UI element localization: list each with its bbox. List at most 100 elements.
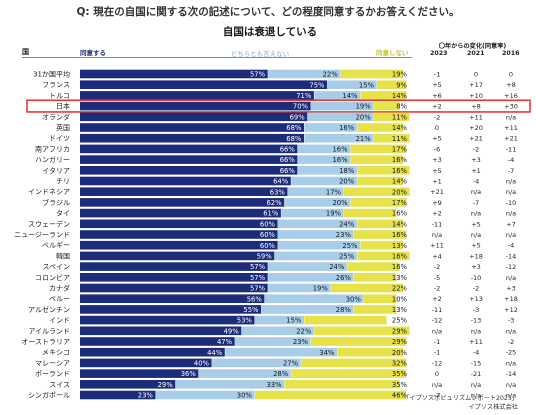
- change-value-2021: +3: [471, 263, 481, 271]
- data-label-disagree: 14%: [392, 92, 408, 100]
- bar-segment-disagree: [330, 283, 403, 293]
- bar-segment-agree: [80, 112, 308, 122]
- data-label-neutral: 27%: [283, 360, 299, 368]
- bar-segment-neutral: [268, 273, 354, 282]
- change-header: 〇年からの変化(同意率): [438, 43, 507, 50]
- bar-segment-disagree: [360, 240, 403, 250]
- data-label-disagree: 19%: [392, 71, 408, 79]
- bar-segment-disagree: [311, 337, 407, 346]
- change-value-2021: -10: [471, 274, 482, 282]
- change-value-2021: n/a: [471, 231, 481, 239]
- country-label: コロンビア: [35, 273, 70, 282]
- change-value-2016: -2: [508, 338, 514, 346]
- data-label-neutral: 15%: [359, 81, 375, 89]
- bar-segment-agree: [80, 240, 278, 250]
- bar-segment-neutral: [297, 166, 357, 175]
- bar-segment-neutral: [212, 358, 301, 368]
- country-label: シンガポール: [28, 391, 70, 400]
- data-label-neutral: 33%: [266, 381, 282, 389]
- country-label: ハンガリー: [35, 155, 70, 164]
- data-label-neutral: 34%: [319, 349, 335, 357]
- country-label: アイルランド: [28, 327, 70, 335]
- bar-segment-agree: [80, 273, 268, 282]
- bar-segment-neutral: [311, 101, 374, 111]
- bar-segment-agree: [80, 123, 304, 132]
- change-value-2016: +8: [506, 81, 516, 89]
- change-value-2021: n/a: [471, 210, 481, 218]
- bar-segment-disagree: [353, 273, 397, 282]
- change-value-2016: -3: [508, 317, 514, 325]
- data-label-agree: 61%: [263, 210, 279, 218]
- bar-segment-neutral: [304, 123, 357, 132]
- change-value-2023: +5: [432, 81, 442, 89]
- change-value-2021: -15: [471, 359, 482, 367]
- change-value-2021: +11: [469, 113, 483, 121]
- country-label: スペイン: [42, 263, 70, 271]
- bar-segment-agree: [80, 187, 288, 196]
- change-value-2016: 0: [509, 71, 513, 79]
- bar-segment-agree: [80, 337, 235, 346]
- change-value-2023: 0: [435, 370, 439, 378]
- bar-segment-agree: [80, 283, 268, 293]
- change-value-2023: -1: [434, 338, 440, 346]
- data-label-disagree: 17%: [392, 146, 408, 154]
- bar-segment-disagree: [344, 208, 397, 218]
- country-column-header: 国: [22, 48, 29, 56]
- bar-segment-neutral: [261, 305, 354, 314]
- bar-segment-agree: [80, 80, 328, 89]
- data-label-agree: 66%: [280, 156, 296, 164]
- change-value-2023: 0: [435, 124, 439, 132]
- data-label-disagree: 14%: [392, 124, 408, 132]
- data-label-neutral: 17%: [326, 188, 342, 196]
- data-label-neutral: 26%: [336, 274, 352, 282]
- change-value-2016: n/a: [506, 274, 516, 282]
- data-label-disagree: 16%: [392, 156, 408, 164]
- bar-segment-agree: [80, 262, 268, 271]
- bar-segment-neutral: [284, 198, 351, 207]
- year-header-2016: 2016: [502, 50, 520, 57]
- bar-segment-neutral: [155, 390, 255, 400]
- data-label-disagree: 22%: [392, 285, 408, 293]
- bar-segment-neutral: [327, 80, 377, 89]
- bar-segment-neutral: [235, 337, 311, 346]
- change-value-2023: +9: [432, 199, 442, 207]
- data-label-agree: 57%: [250, 285, 266, 293]
- change-value-2021: +13: [469, 295, 483, 303]
- bar-segment-agree: [80, 326, 242, 336]
- bar-segment-agree: [80, 69, 268, 79]
- legend-disagree: 同意しない: [376, 49, 409, 57]
- bar-segment-disagree: [353, 230, 407, 239]
- data-label-disagree: 16%: [392, 263, 408, 271]
- change-value-2021: +11: [469, 338, 483, 346]
- bar-segment-agree: [80, 219, 278, 229]
- header-divider: [22, 57, 412, 58]
- change-value-2021: n/a: [471, 392, 481, 400]
- data-label-neutral: 19%: [356, 103, 372, 111]
- change-value-2023: -12: [432, 359, 443, 367]
- change-value-2021: -2: [473, 145, 479, 153]
- change-value-2016: +7: [506, 220, 516, 228]
- data-label-disagree: 13%: [392, 306, 408, 314]
- change-value-2021: +1: [471, 167, 481, 175]
- bar-segment-disagree: [360, 91, 407, 100]
- data-label-agree: 40%: [194, 360, 210, 368]
- bar-segment-neutral: [175, 380, 285, 389]
- change-value-2016: -11: [506, 145, 517, 153]
- data-label-disagree: 16%: [392, 253, 408, 261]
- country-label: フランス: [42, 81, 70, 89]
- bar-segment-disagree: [357, 166, 410, 175]
- country-label: スウェーデン: [28, 219, 70, 228]
- bar-segment-agree: [80, 166, 298, 175]
- data-label-neutral: 18%: [339, 167, 355, 175]
- data-label-neutral: 25%: [339, 253, 355, 261]
- data-label-disagree: 17%: [392, 199, 408, 207]
- bar-segment-neutral: [287, 187, 344, 196]
- data-label-agree: 60%: [260, 242, 276, 250]
- bar-segment-neutral: [198, 369, 291, 378]
- change-value-2021: n/a: [471, 188, 481, 196]
- change-value-2021: -4: [473, 349, 479, 357]
- change-value-2016: -10: [506, 199, 517, 207]
- bar-segment-disagree: [304, 315, 387, 325]
- country-label: ブラジル: [42, 198, 70, 207]
